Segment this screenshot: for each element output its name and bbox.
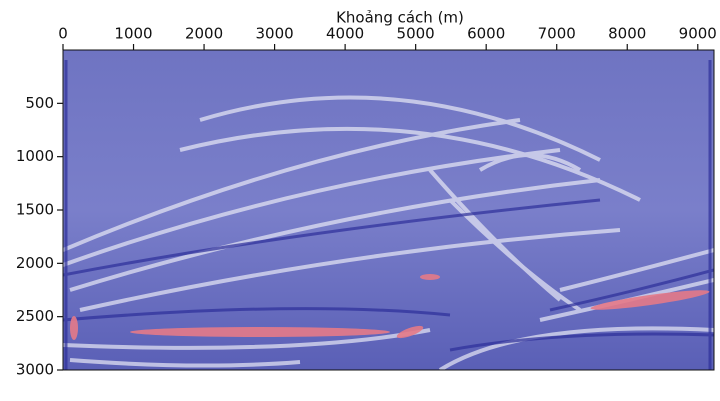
x-tick-label: 0 [58, 25, 68, 43]
x-tick-label: 4000 [326, 25, 364, 43]
x-tick-label: 2000 [185, 25, 223, 43]
y-tick-label: 500 [25, 94, 54, 112]
y-tick-label: 1000 [16, 147, 54, 165]
chart: Khoảng cách (m) 010002000300040005000600… [0, 0, 720, 401]
x-tick-label: 9000 [679, 25, 717, 43]
x-tick-label: 7000 [538, 25, 576, 43]
x-tick-label: 8000 [608, 25, 646, 43]
seismic-image [63, 50, 714, 370]
y-tick-label: 2500 [16, 307, 54, 325]
y-tick-label: 1500 [16, 201, 54, 219]
y-tick-label: 2000 [16, 254, 54, 272]
y-tick-label: 3000 [16, 361, 54, 379]
x-tick-label: 6000 [467, 25, 505, 43]
x-tick-label: 5000 [397, 25, 435, 43]
x-tick-label: 3000 [255, 25, 293, 43]
x-tick-label: 1000 [114, 25, 152, 43]
